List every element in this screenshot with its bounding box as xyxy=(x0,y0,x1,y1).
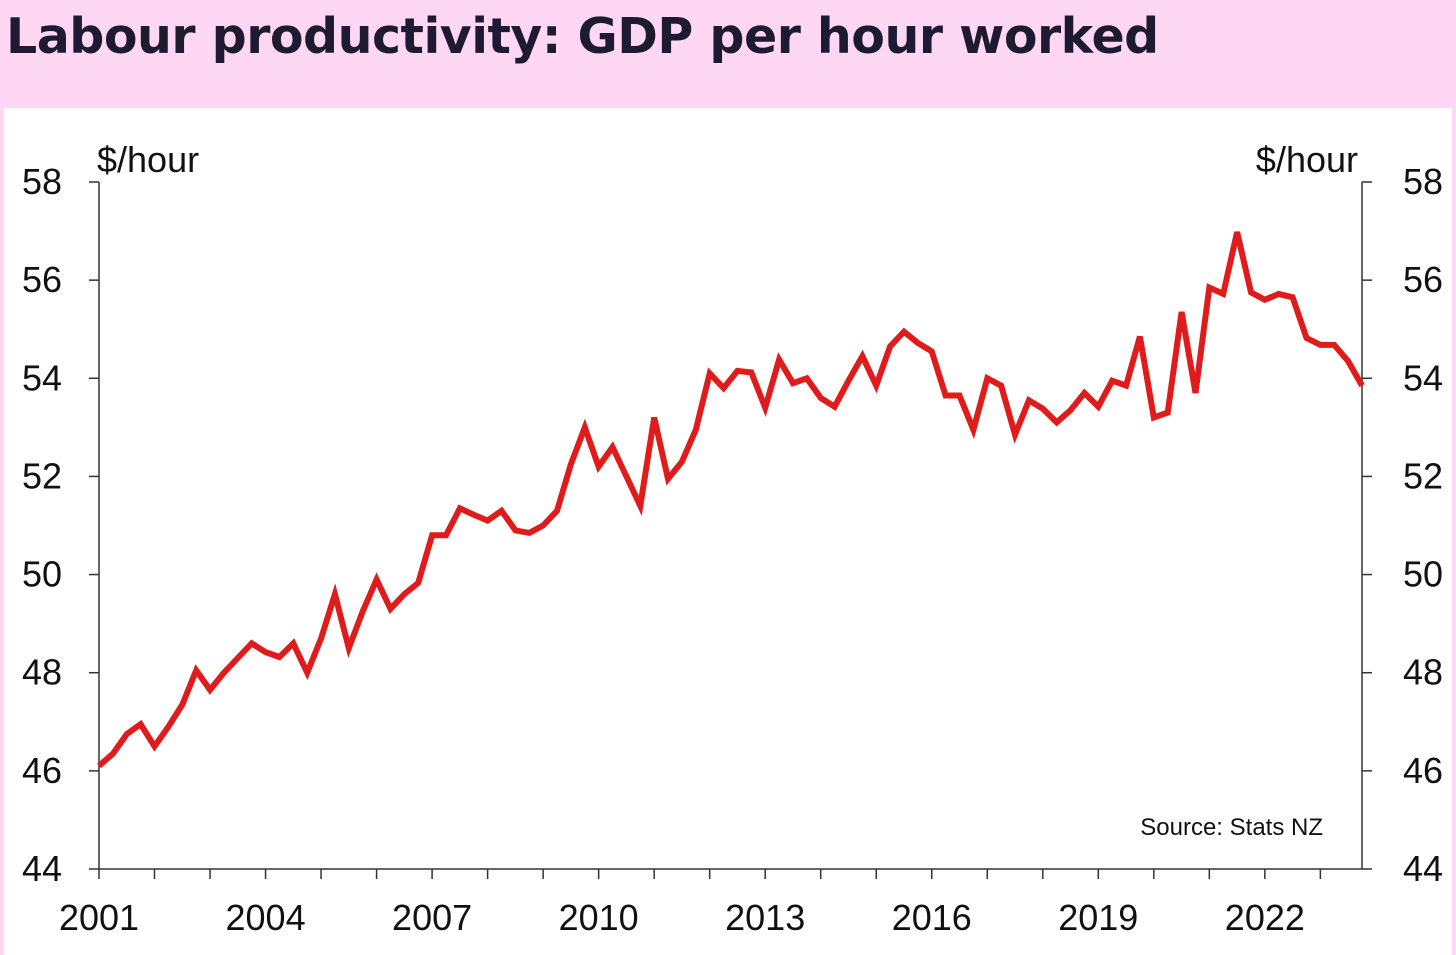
y-tick-label-left: 52 xyxy=(22,455,62,496)
x-tick-label: 2013 xyxy=(725,897,805,938)
y-tick-label-left: 50 xyxy=(22,554,62,595)
y-tick-label-right: 48 xyxy=(1403,652,1443,693)
y-tick-label-right: 44 xyxy=(1403,848,1443,889)
y-tick-label-left: 46 xyxy=(22,750,62,791)
y-tick-label-right: 52 xyxy=(1403,455,1443,496)
y-tick-label-right: 56 xyxy=(1403,259,1443,300)
x-tick-label: 2022 xyxy=(1225,897,1305,938)
x-tick-label: 2007 xyxy=(392,897,472,938)
title-banner: Labour productivity: GDP per hour worked xyxy=(0,0,1456,108)
y-tick-label-right: 50 xyxy=(1403,554,1443,595)
x-tick-label: 2004 xyxy=(226,897,306,938)
series-group xyxy=(97,231,1365,769)
y-tick-label-left: 58 xyxy=(22,161,62,202)
x-tick-label: 2001 xyxy=(59,897,139,938)
y-tick-label-left: 48 xyxy=(22,652,62,693)
y-tick-label-left: 54 xyxy=(22,357,62,398)
frame-border-left xyxy=(0,108,4,955)
y-tick-label-left: 56 xyxy=(22,259,62,300)
y-tick-label-right: 58 xyxy=(1403,161,1443,202)
x-tick-label: 2010 xyxy=(559,897,639,938)
tick-labels: 44 44 46 46 48 48 50 50 52 52 54 54 56 56 58 58 2001 2004… xyxy=(22,161,1443,938)
chart-title: Labour productivity: GDP per hour worked xyxy=(6,8,1159,65)
y-tick-label-right: 54 xyxy=(1403,357,1443,398)
axes xyxy=(89,181,1372,879)
right-axis-unit-label: $/hour xyxy=(1256,139,1358,180)
y-tick-label-left: 44 xyxy=(22,848,62,889)
y-tick-label-right: 46 xyxy=(1403,750,1443,791)
x-tick-label: 2016 xyxy=(892,897,972,938)
left-axis-unit-label: $/hour xyxy=(97,139,199,180)
productivity-line xyxy=(97,231,1365,769)
source-note: Source: Stats NZ xyxy=(1140,814,1323,841)
x-tick-label: 2019 xyxy=(1058,897,1138,938)
frame-border-right xyxy=(1452,108,1456,955)
